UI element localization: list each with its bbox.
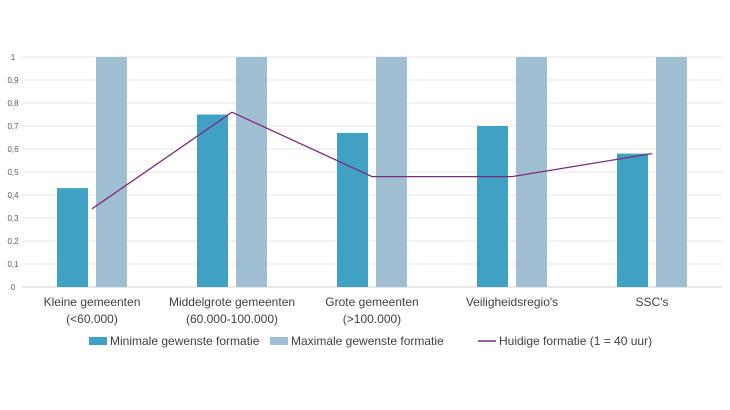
y-tick-label: 0,9 <box>7 76 19 85</box>
y-tick-label: 0,6 <box>7 145 19 154</box>
bars <box>57 57 687 287</box>
line-series-path <box>91 111 653 210</box>
y-tick-label: 0,8 <box>7 99 19 108</box>
legend-swatch <box>89 337 107 345</box>
y-tick-label: 0,4 <box>7 191 19 200</box>
legend-label: Maximale gewenste formatie <box>291 334 444 348</box>
x-category-label: Middelgrote gemeenten <box>169 295 295 309</box>
bar <box>236 57 267 287</box>
y-tick-label: 1 <box>11 53 16 62</box>
x-category-label: SSC's <box>636 295 669 309</box>
legend-label: Minimale gewenste formatie <box>110 334 260 348</box>
legend-swatch <box>270 337 288 345</box>
line-series <box>91 111 653 210</box>
y-tick-label: 0,5 <box>7 168 19 177</box>
x-category-label: Veiligheidsregio's <box>466 295 558 309</box>
bar <box>656 57 687 287</box>
y-tick-label: 0,3 <box>7 214 19 223</box>
y-axis: 0 0,1 0,2 0,3 0,4 0,5 0,6 0,7 0,8 0,9 1 <box>7 53 19 292</box>
x-category-label: (<60.000) <box>66 312 118 326</box>
bar <box>197 114 228 287</box>
bar <box>376 57 407 287</box>
x-category-label: (60.000-100.000) <box>186 312 278 326</box>
bar <box>617 153 648 287</box>
bar <box>57 188 88 287</box>
y-tick-label: 0,7 <box>7 122 19 131</box>
gridlines <box>22 56 722 288</box>
y-tick-label: 0,1 <box>7 260 19 269</box>
y-tick-label: 0,2 <box>7 237 19 246</box>
legend-label: Huidige formatie (1 = 40 uur) <box>499 334 652 348</box>
legend: Minimale gewenste formatie Maximale gewen… <box>89 334 652 348</box>
x-category-label: Kleine gemeenten <box>44 295 141 309</box>
x-axis: Kleine gemeenten (<60.000) Middelgrote gem… <box>44 295 669 326</box>
x-category-label: Grote gemeenten <box>325 295 418 309</box>
bar <box>337 132 368 287</box>
bar <box>96 57 127 287</box>
x-category-label: (>100.000) <box>343 312 401 326</box>
y-tick-label: 0 <box>11 283 16 292</box>
bar <box>477 126 508 287</box>
